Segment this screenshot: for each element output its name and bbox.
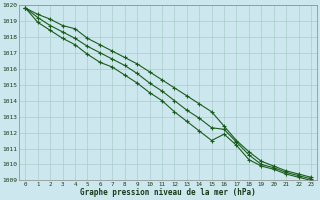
X-axis label: Graphe pression niveau de la mer (hPa): Graphe pression niveau de la mer (hPa) (80, 188, 256, 197)
